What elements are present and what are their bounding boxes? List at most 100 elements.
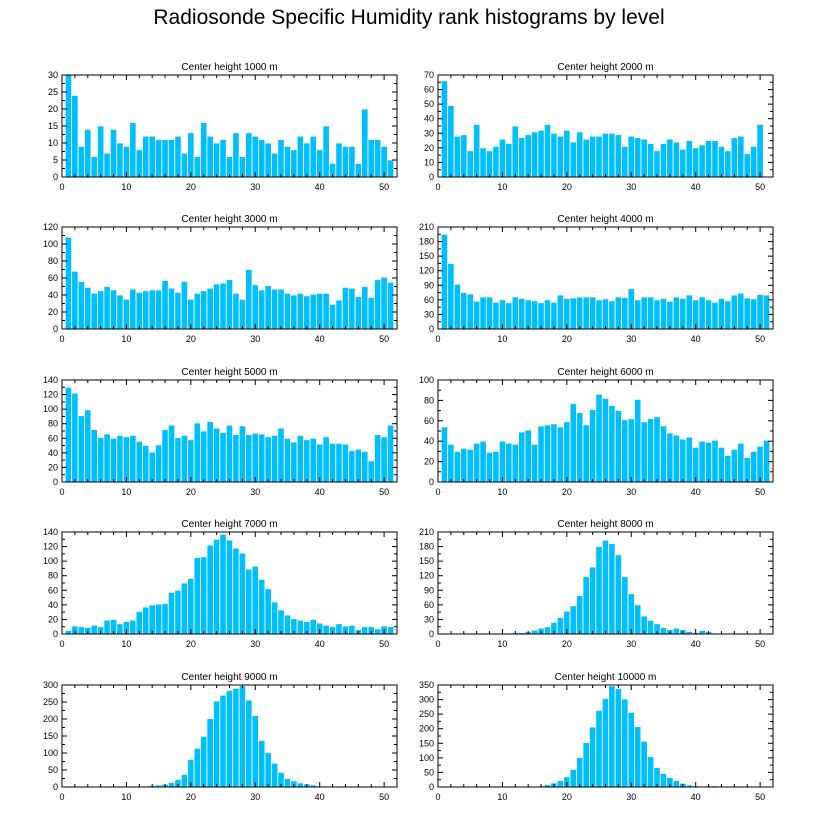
histogram-bar (200, 290, 208, 330)
x-tick-label: 10 (497, 182, 507, 192)
x-tick-label: 40 (315, 487, 325, 497)
histogram-bar (180, 280, 189, 330)
y-tick-label: 90 (424, 585, 434, 595)
histogram-bar (601, 397, 610, 483)
histogram-bar (77, 145, 85, 178)
histogram-bar (270, 288, 279, 330)
histogram-bar (479, 440, 487, 483)
histogram-bar (251, 135, 259, 178)
histogram-bar (187, 132, 195, 178)
x-tick-label: 40 (691, 487, 701, 497)
histogram-bar (348, 145, 356, 178)
histogram-bar (97, 125, 105, 178)
histogram-bar (167, 592, 176, 635)
histogram-bar (277, 427, 285, 483)
histogram-bar (679, 148, 687, 178)
x-tick-label: 20 (186, 334, 196, 344)
x-tick-label: 40 (315, 334, 325, 344)
y-tick-label: 150 (419, 251, 434, 261)
histogram-bar (518, 431, 526, 483)
histogram-bar (569, 297, 577, 330)
y-tick-label: 50 (48, 765, 58, 775)
histogram-bar (621, 698, 629, 788)
y-tick-label: 50 (424, 99, 434, 109)
histogram-bar (335, 142, 343, 178)
histogram-bar (316, 292, 324, 330)
histogram-bar (582, 742, 590, 788)
histogram-bar (180, 582, 189, 635)
histogram-bar (264, 588, 272, 635)
histogram-bar (492, 145, 500, 178)
histogram-bar (627, 288, 635, 330)
y-tick-label: 0 (53, 477, 58, 487)
histogram-bar (219, 533, 227, 635)
y-tick-label: 60 (48, 273, 58, 283)
histogram-bar (258, 289, 266, 330)
histogram-bar (646, 418, 655, 483)
y-tick-label: 30 (424, 128, 434, 138)
y-tick-label: 210 (419, 527, 434, 537)
histogram-bar (466, 150, 474, 178)
histogram-bar (537, 425, 545, 483)
histogram-bar (634, 137, 642, 178)
histogram-bar (386, 424, 395, 483)
histogram-bar (361, 626, 369, 635)
histogram-bar (116, 434, 124, 483)
histogram-bar (588, 135, 597, 178)
histogram-bar (646, 620, 655, 635)
histogram-bar (460, 447, 468, 483)
histogram-bar (447, 263, 455, 330)
histogram-bar (698, 630, 706, 635)
y-tick-label: 20 (48, 307, 58, 317)
histogram-bar (640, 740, 648, 788)
histogram-bar (161, 280, 169, 330)
panel-title: Center height 4000 m (557, 214, 653, 225)
histogram-bar (608, 685, 616, 788)
histogram-bar (348, 624, 356, 635)
histogram-bar (200, 556, 208, 635)
histogram-bar (724, 150, 732, 178)
x-tick-label: 0 (59, 792, 64, 802)
histogram-bar (659, 297, 668, 330)
histogram-bar (245, 699, 253, 788)
histogram-bar (225, 424, 234, 483)
y-tick-label: 60 (424, 416, 434, 426)
histogram-bar (84, 286, 92, 330)
histogram-bar (84, 409, 92, 483)
histogram-bar (485, 296, 494, 330)
histogram-bar (556, 426, 565, 483)
histogram-bar (161, 139, 169, 178)
x-tick-label: 0 (59, 334, 64, 344)
histogram-panel: Center height 10000 m0501001502002503003… (419, 672, 774, 802)
histogram-bar (161, 429, 169, 483)
y-tick-label: 150 (419, 738, 434, 748)
histogram-bar (283, 437, 292, 483)
histogram-bar (653, 299, 661, 330)
histogram-bar (103, 619, 111, 635)
x-tick-label: 30 (626, 182, 636, 192)
histogram-bar (653, 150, 661, 178)
histogram-bar (498, 440, 507, 483)
histogram-bar (270, 601, 279, 635)
histogram-bar (361, 108, 369, 178)
histogram-bar (64, 629, 73, 635)
histogram-bar (531, 443, 539, 483)
histogram-bar (348, 287, 356, 330)
histogram-bar (290, 441, 298, 483)
histogram-bar (251, 284, 259, 330)
histogram-bar (283, 292, 292, 330)
histogram-bar (466, 448, 474, 483)
histogram-bar (206, 135, 214, 178)
histogram-bar (692, 446, 700, 483)
y-tick-label: 60 (424, 295, 434, 305)
y-tick-label: 0 (429, 324, 434, 334)
histogram-bar (543, 424, 552, 483)
histogram-bar (238, 298, 247, 330)
histogram-bar (309, 619, 317, 635)
histogram-bar (479, 296, 487, 330)
histogram-bar (595, 393, 603, 483)
histogram-bar (238, 156, 247, 178)
histogram-bar (634, 299, 642, 330)
histogram-bar (485, 452, 494, 483)
y-tick-label: 140 (43, 375, 58, 385)
